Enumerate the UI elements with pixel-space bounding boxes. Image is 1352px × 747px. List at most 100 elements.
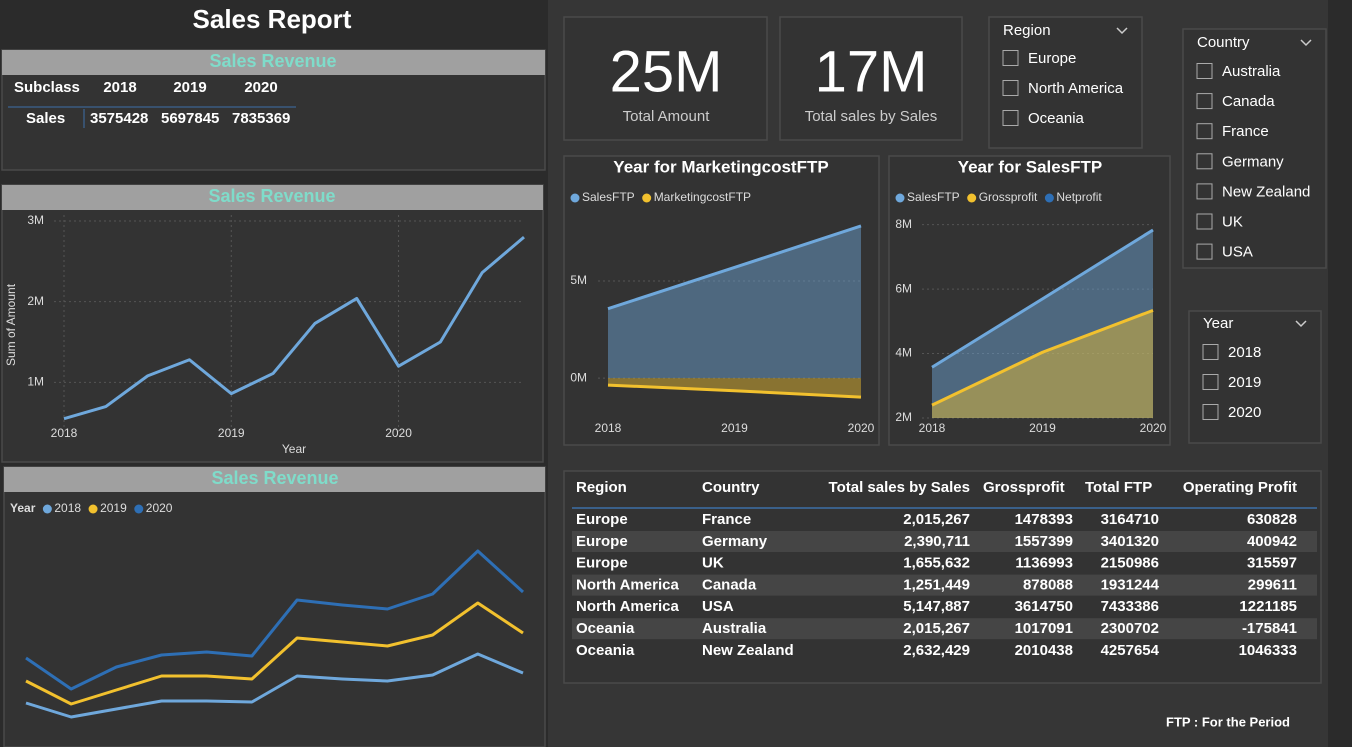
line: [63, 235, 525, 421]
checkbox[interactable]: [1002, 110, 1019, 126]
dropdown-chevron[interactable]: [1116, 27, 1128, 35]
cell: 2150986: [1101, 555, 1159, 572]
checkbox[interactable]: [1002, 50, 1019, 66]
y-tick-label: 4M: [895, 346, 912, 360]
line: [607, 383, 862, 399]
slicer-panel: [988, 16, 1143, 149]
y-tick-label: 2M: [895, 410, 912, 424]
card-label: Total Amount: [623, 108, 711, 125]
row-stripe: [572, 618, 1317, 640]
slicer-item: Germany: [1222, 153, 1284, 170]
slicer-item: New Zealand: [1222, 183, 1310, 200]
cell: 1931244: [1101, 576, 1160, 593]
checkbox[interactable]: [1196, 93, 1213, 110]
chart-title: Year for MarketingcostFTP: [613, 157, 828, 176]
checkbox[interactable]: [1202, 404, 1219, 420]
legend-swatch: [134, 504, 144, 514]
checkbox[interactable]: [1196, 243, 1213, 260]
legend-swatch: [88, 504, 98, 514]
legend-label: 2018: [54, 501, 81, 515]
card-value: 17M: [815, 39, 928, 104]
checkbox[interactable]: [1202, 344, 1219, 360]
panel-header: [4, 467, 545, 492]
checkbox[interactable]: [1196, 123, 1213, 140]
y-tick-label: 3M: [27, 213, 44, 227]
card: [563, 16, 768, 141]
cell: 2300702: [1101, 620, 1159, 637]
slicer-item: Australia: [1222, 63, 1281, 80]
column-header: Total FTP: [1085, 479, 1152, 496]
area: [608, 225, 861, 379]
cell: France: [702, 511, 751, 528]
panel-header: [2, 50, 545, 75]
cell: -175841: [1242, 620, 1297, 637]
chart-panel: [1, 184, 544, 463]
legend-label: 2019: [100, 501, 127, 515]
slicer-item: 2020: [1228, 404, 1261, 421]
panel-title: Sales Revenue: [211, 468, 338, 488]
checkbox[interactable]: [1196, 183, 1213, 200]
cell: 2,015,267: [903, 511, 970, 528]
footnote: FTP : For the Period: [1166, 714, 1290, 729]
checkbox[interactable]: [1196, 153, 1213, 170]
slicer-item: Europe: [1028, 50, 1076, 67]
x-tick-label: 2020: [1140, 421, 1167, 435]
x-tick-label: 2020: [848, 421, 875, 435]
cell: 1,251,449: [903, 576, 970, 593]
dropdown-chevron[interactable]: [1295, 320, 1307, 328]
checkbox[interactable]: [1196, 213, 1213, 230]
legend-label: SalesFTP: [907, 190, 960, 204]
x-tick-label: 2019: [1029, 421, 1056, 435]
cell: 2010438: [1015, 642, 1073, 659]
legend-swatch: [967, 193, 977, 203]
cell: 1221185: [1239, 598, 1297, 615]
cell: New Zealand: [702, 642, 794, 659]
card-label: Total sales by Sales: [805, 108, 938, 125]
x-tick-label: 2019: [218, 426, 245, 440]
cell: Oceania: [576, 620, 635, 637]
column-header: Operating Profit: [1183, 479, 1297, 496]
cell: Europe: [576, 533, 628, 550]
y-tick-label: 1M: [27, 375, 44, 389]
line: [607, 224, 862, 311]
slicer-title: Region: [1003, 22, 1051, 39]
x-tick-label: 2020: [385, 426, 412, 440]
slicer-title: Year: [1203, 315, 1233, 332]
x-tick-label: 2019: [721, 421, 748, 435]
column-header: Country: [702, 479, 760, 496]
chart-title: Year for SalesFTP: [958, 157, 1103, 176]
x-tick-label: 2018: [919, 421, 946, 435]
checkbox[interactable]: [1202, 374, 1219, 390]
cell: 3575428: [90, 110, 148, 127]
line: [25, 601, 524, 706]
y-tick-label: 0M: [570, 370, 587, 384]
cell: Europe: [576, 555, 628, 572]
line: [25, 549, 525, 691]
legend-swatch: [1044, 193, 1054, 203]
cell: Sales: [26, 110, 65, 127]
legend-swatch: [642, 193, 652, 203]
dropdown-chevron[interactable]: [1300, 39, 1312, 47]
column-header: 2019: [173, 79, 206, 96]
column-header: Total sales by Sales: [829, 479, 970, 496]
cell: 1478393: [1015, 511, 1073, 528]
slicer-item: USA: [1222, 244, 1253, 261]
cell: Canada: [702, 576, 757, 593]
checkbox[interactable]: [1002, 80, 1019, 96]
y-tick-label: 5M: [570, 273, 587, 287]
column-header: 2018: [103, 79, 136, 96]
cell: 5697845: [161, 110, 219, 127]
cell: 3401320: [1101, 533, 1159, 550]
cell: Oceania: [576, 642, 635, 659]
legend-swatch: [570, 193, 580, 203]
cell: 2,390,711: [904, 533, 970, 550]
checkbox[interactable]: [1196, 63, 1213, 79]
legend-label: Grossprofit: [979, 190, 1038, 204]
row-stripe: [572, 574, 1317, 596]
y-tick-label: 2M: [27, 294, 44, 308]
cell: 3614750: [1015, 598, 1073, 615]
cell: Australia: [702, 620, 767, 637]
slicer-panel: [1182, 28, 1327, 269]
slicer-panel: [1188, 310, 1322, 444]
y-tick-label: 8M: [895, 217, 912, 231]
